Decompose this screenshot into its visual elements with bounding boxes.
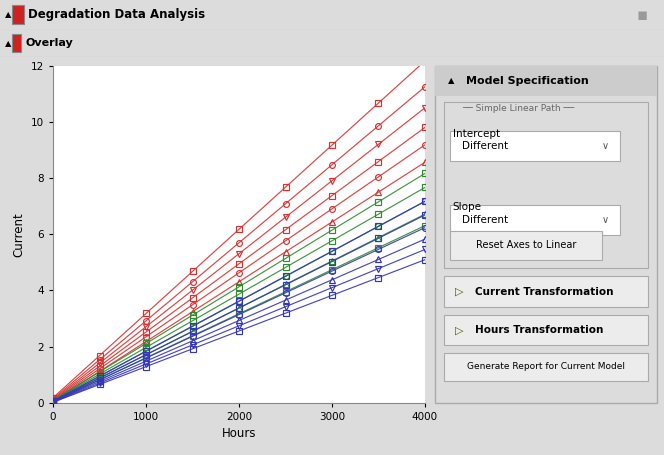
- Text: ▷: ▷: [455, 325, 463, 335]
- Y-axis label: Current: Current: [13, 212, 25, 257]
- Text: Hours Transformation: Hours Transformation: [475, 325, 604, 335]
- Text: Intercept: Intercept: [453, 129, 500, 139]
- FancyBboxPatch shape: [450, 205, 620, 235]
- FancyBboxPatch shape: [444, 102, 649, 268]
- FancyBboxPatch shape: [444, 277, 649, 307]
- Text: ▲: ▲: [5, 39, 12, 48]
- X-axis label: Hours: Hours: [222, 427, 256, 440]
- Text: Current Transformation: Current Transformation: [475, 287, 614, 297]
- FancyBboxPatch shape: [444, 315, 649, 345]
- FancyBboxPatch shape: [12, 5, 24, 24]
- Text: Degradation Data Analysis: Degradation Data Analysis: [28, 8, 205, 20]
- Text: ∨: ∨: [602, 215, 609, 225]
- FancyBboxPatch shape: [450, 131, 620, 161]
- Text: ── Simple Linear Path ──: ── Simple Linear Path ──: [461, 104, 574, 113]
- FancyBboxPatch shape: [435, 66, 657, 403]
- Text: Slope: Slope: [453, 202, 481, 212]
- Text: ▲: ▲: [5, 10, 12, 19]
- Text: ∨: ∨: [602, 141, 609, 151]
- Text: ▲: ▲: [448, 76, 455, 85]
- FancyBboxPatch shape: [450, 231, 602, 259]
- Text: Different: Different: [461, 215, 508, 225]
- Text: Overlay: Overlay: [25, 38, 73, 48]
- FancyBboxPatch shape: [444, 353, 649, 381]
- Text: ▪: ▪: [637, 6, 648, 24]
- Text: Different: Different: [461, 141, 508, 151]
- FancyBboxPatch shape: [12, 35, 21, 52]
- Text: Reset Axes to Linear: Reset Axes to Linear: [476, 240, 576, 250]
- Text: ▷: ▷: [455, 287, 463, 297]
- Text: Model Specification: Model Specification: [466, 76, 589, 86]
- FancyBboxPatch shape: [435, 66, 657, 96]
- Text: Generate Report for Current Model: Generate Report for Current Model: [467, 363, 625, 371]
